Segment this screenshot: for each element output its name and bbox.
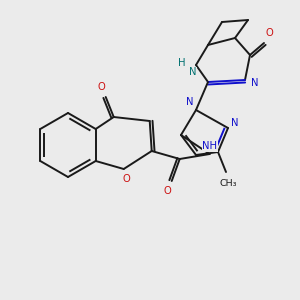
Text: O: O xyxy=(164,186,172,196)
Text: H: H xyxy=(178,58,186,68)
Text: NH: NH xyxy=(202,141,217,151)
Text: N: N xyxy=(251,78,259,88)
Text: CH₃: CH₃ xyxy=(219,179,237,188)
Text: O: O xyxy=(98,82,106,92)
Text: N: N xyxy=(231,118,239,128)
Text: O: O xyxy=(265,28,273,38)
Text: N: N xyxy=(189,67,197,77)
Text: O: O xyxy=(123,174,130,184)
Text: N: N xyxy=(186,97,194,107)
